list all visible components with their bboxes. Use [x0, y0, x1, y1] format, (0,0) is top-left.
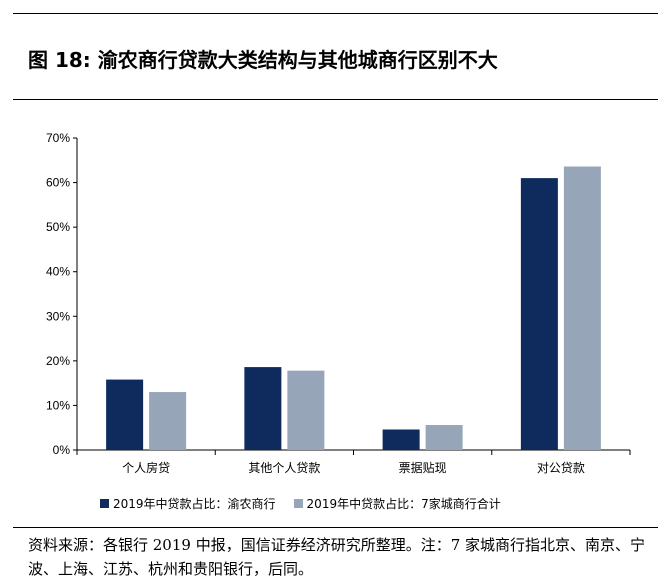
y-tick-label: 0% [53, 443, 71, 457]
bar-series-2 [149, 392, 187, 450]
legend-swatch-series-1 [100, 499, 109, 508]
figure-title: 图 18: 渝农商行贷款大类结构与其他城商行区别不大 [28, 44, 498, 73]
legend-item-series-2: 2019年中贷款占比：7家城商行合计 [293, 495, 501, 512]
chart-legend: 2019年中贷款占比：渝农商行 2019年中贷款占比：7家城商行合计 [100, 495, 501, 512]
legend-item-series-1: 2019年中贷款占比：渝农商行 [100, 495, 276, 512]
bar-series-2 [425, 425, 463, 450]
y-tick-label: 30% [46, 309, 70, 323]
figure-label: 图 18: [28, 48, 91, 72]
y-tick-label: 50% [46, 220, 70, 234]
bar-series-1 [106, 379, 144, 450]
y-tick-label: 20% [46, 354, 70, 368]
bar-series-1 [520, 178, 558, 450]
figure-title-text: 渝农商行贷款大类结构与其他城商行区别不大 [97, 48, 498, 72]
y-tick-label: 10% [46, 398, 70, 412]
x-tick-label: 其他个人贷款 [248, 461, 320, 475]
source-rule [13, 527, 658, 528]
top-rule [13, 13, 658, 14]
legend-label-series-2: 2019年中贷款占比：7家城商行合计 [306, 497, 501, 511]
x-tick-label: 个人房贷 [122, 460, 170, 475]
title-rule [13, 99, 658, 100]
x-tick-label: 对公贷款 [537, 461, 585, 475]
x-tick-label: 票据贴现 [399, 461, 447, 475]
bar-chart: 0% 10% 20% 30% 40% 50% 60% 70% 个人房贷 其他个人贷款 票据贴现 对公贷… [46, 131, 631, 475]
y-tick-label: 40% [46, 265, 70, 279]
source-note: 资料来源：各银行 2019 中报，国信证券经济研究所整理。注：7 家城商行指北京… [28, 536, 646, 578]
bar-series-1 [382, 429, 420, 450]
bar-series-2 [563, 166, 601, 451]
y-tick-label: 60% [46, 176, 70, 190]
legend-swatch-series-2 [293, 499, 303, 508]
bar-series-1 [244, 367, 282, 450]
legend-label-series-1: 2019年中贷款占比：渝农商行 [113, 497, 276, 511]
y-tick-label: 70% [46, 131, 70, 145]
bar-series-2 [287, 370, 325, 450]
